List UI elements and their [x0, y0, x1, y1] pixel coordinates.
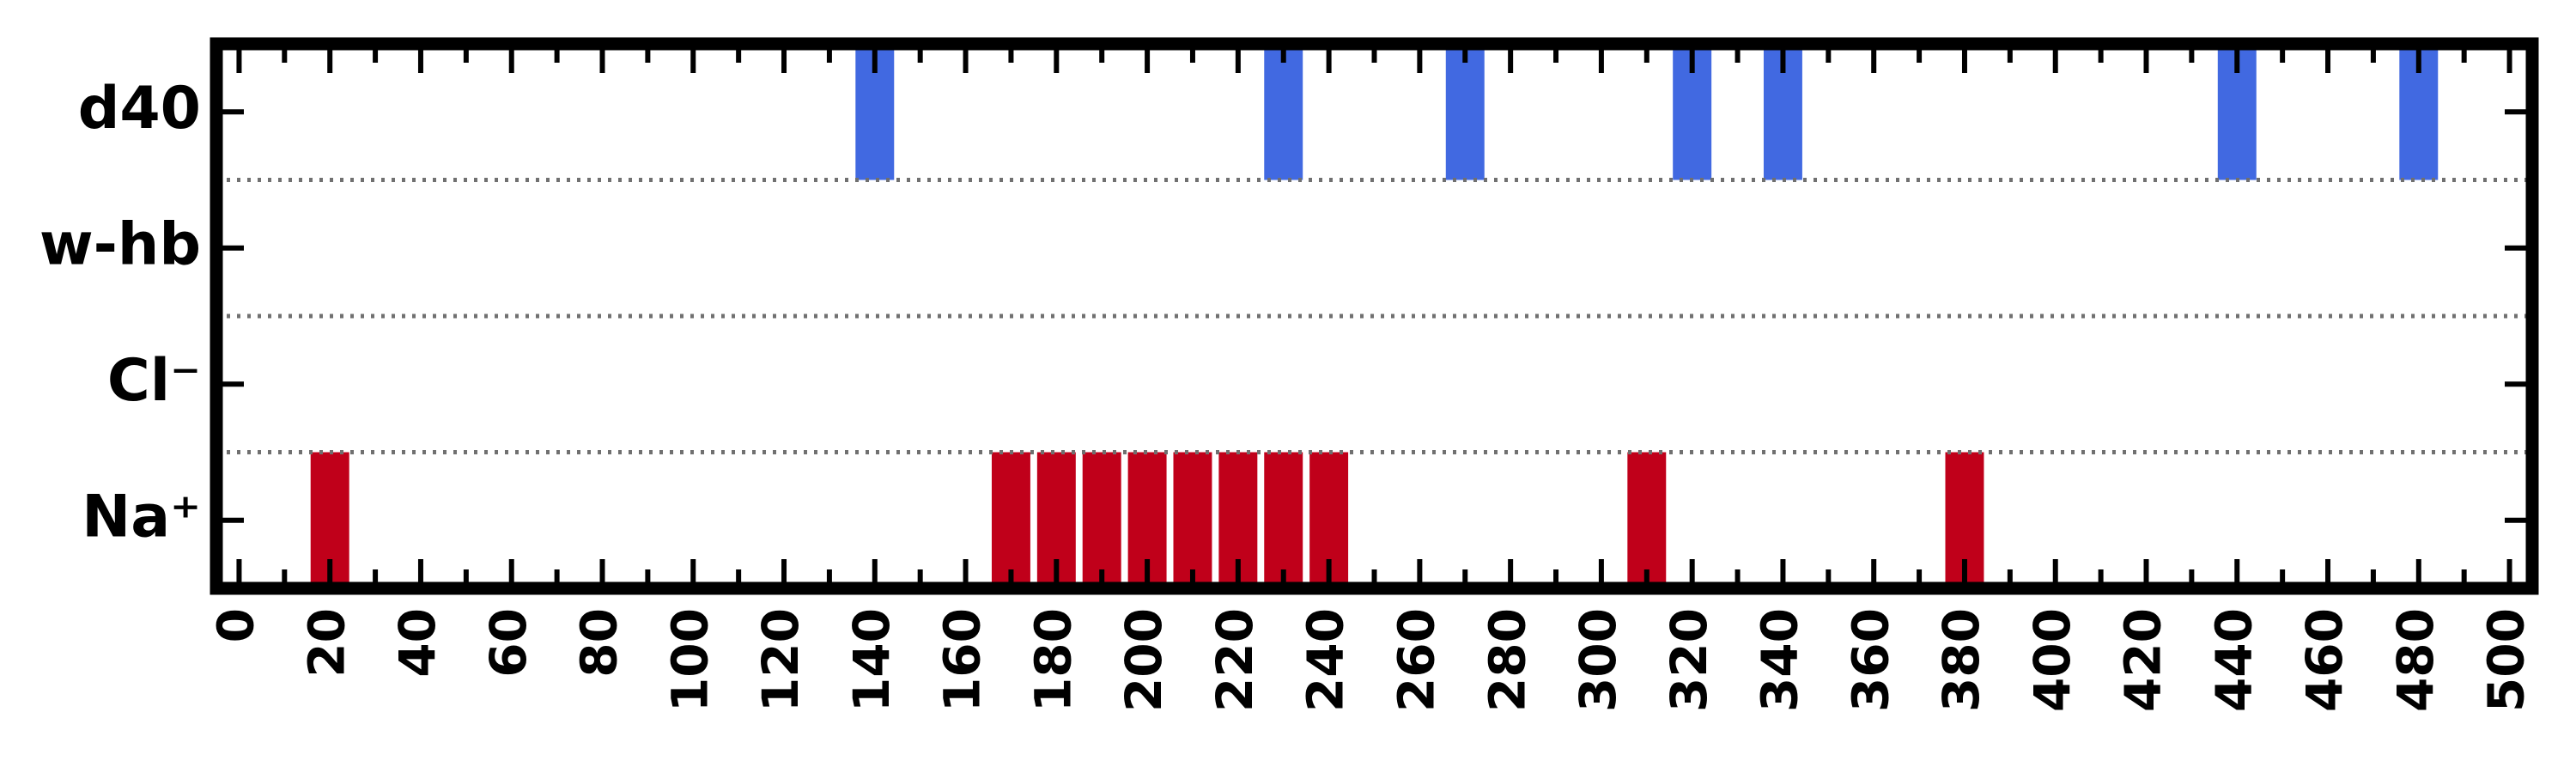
plot-frame: [210, 37, 2539, 595]
x-tick-label-320: 320: [1660, 608, 1718, 712]
x-tick-label-180: 180: [1024, 608, 1082, 712]
x-tick-label-280: 280: [1478, 608, 1536, 712]
x-tick-label-200: 200: [1115, 608, 1173, 712]
x-tick-label-500: 500: [2477, 608, 2536, 712]
x-tick-label-120: 120: [751, 608, 810, 712]
x-tick-label-420: 420: [2114, 608, 2172, 712]
x-tick-label-440: 440: [2204, 608, 2263, 712]
x-tick-label-140: 140: [842, 608, 901, 712]
x-tick-label-20: 20: [297, 608, 355, 678]
event-bar-d40-2: [1445, 44, 1485, 180]
x-tick-label-260: 260: [1387, 608, 1445, 712]
x-tick-label-240: 240: [1297, 608, 1355, 712]
x-tick-label-60: 60: [479, 608, 538, 678]
y-label-Na: Na⁺: [82, 483, 201, 551]
row-separators: [216, 178, 2532, 454]
x-tick-label-300: 300: [1569, 608, 1627, 712]
x-tick-label-100: 100: [660, 608, 719, 712]
x-tick-label-480: 480: [2386, 608, 2445, 712]
event-bar-Na-1: [991, 452, 1030, 588]
x-tick-label-80: 80: [570, 608, 629, 678]
x-axis-labels: 0 20 40 60 80 100 120 140 160 180 200 220 240 260 280 3…: [207, 608, 2536, 712]
x-tick-label-380: 380: [1932, 608, 1990, 712]
event-bar-Na-9: [1627, 452, 1667, 588]
event-bar-Na-7: [1264, 452, 1303, 588]
x-tick-label-220: 220: [1206, 608, 1264, 712]
y-label-d40: d40: [78, 75, 201, 143]
x-tick-label-400: 400: [2023, 608, 2081, 712]
y-axis-labels: d40 w-hb Cl⁻ Na⁺: [39, 75, 201, 551]
x-tick-label-460: 460: [2295, 608, 2354, 712]
event-bar-Na-3: [1082, 452, 1121, 588]
x-tick-label-340: 340: [1751, 608, 1809, 712]
y-label-whb: w-hb: [39, 210, 201, 278]
y-label-Cl: Cl⁻: [107, 347, 201, 415]
event-bar-d40-1: [1264, 44, 1303, 180]
x-tick-label-0: 0: [207, 608, 265, 642]
x-tick-label-360: 360: [1841, 608, 1899, 712]
x-tick-label-40: 40: [388, 608, 447, 678]
x-tick-label-160: 160: [933, 608, 992, 712]
event-bar-Na-5: [1173, 452, 1212, 588]
